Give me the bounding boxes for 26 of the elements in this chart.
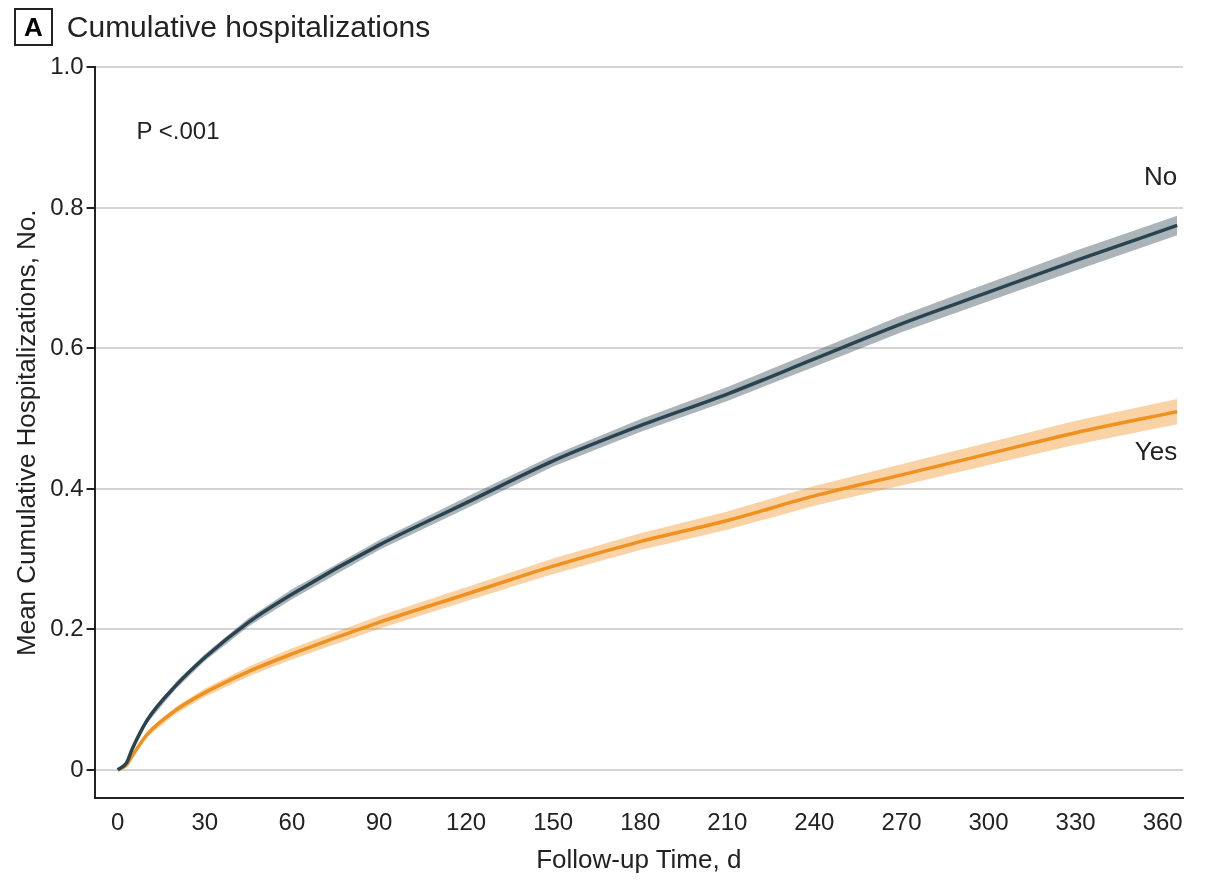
x-tick-label: 330	[1055, 808, 1096, 836]
y-tick-label: 1.0	[50, 52, 84, 80]
x-tick-label: 210	[707, 808, 748, 836]
text: A	[14, 8, 53, 46]
annotation: P <.001	[136, 117, 220, 145]
x-tick-label: 270	[881, 808, 922, 836]
x-axis-title: Follow-up Time, d	[536, 843, 742, 874]
y-tick-label: 0.4	[50, 473, 84, 501]
x-tick-label: 120	[446, 808, 487, 836]
x-tick-label: 240	[794, 808, 835, 836]
y-tick-label: 0.8	[50, 192, 84, 220]
y-tick-label: 0	[70, 754, 84, 782]
x-tick-label: 150	[533, 808, 574, 836]
y-tick-label: 0.2	[50, 614, 84, 642]
x-tick-label: 300	[968, 808, 1009, 836]
chart-title: Cumulative hospitalizations	[66, 10, 431, 44]
x-tick-label: 90	[365, 808, 393, 836]
x-tick-label: 360	[1142, 808, 1183, 836]
y-axis-title: Mean Cumulative Hospitalizations, No.	[10, 209, 41, 656]
series-label: No	[1143, 161, 1178, 192]
y-tick-label: 0.6	[50, 333, 84, 361]
series-label: Yes	[1134, 435, 1178, 466]
x-tick-label: 30	[191, 808, 219, 836]
x-tick-label: 0	[111, 808, 125, 836]
x-tick-label: 180	[620, 808, 661, 836]
x-tick-label: 60	[278, 808, 306, 836]
